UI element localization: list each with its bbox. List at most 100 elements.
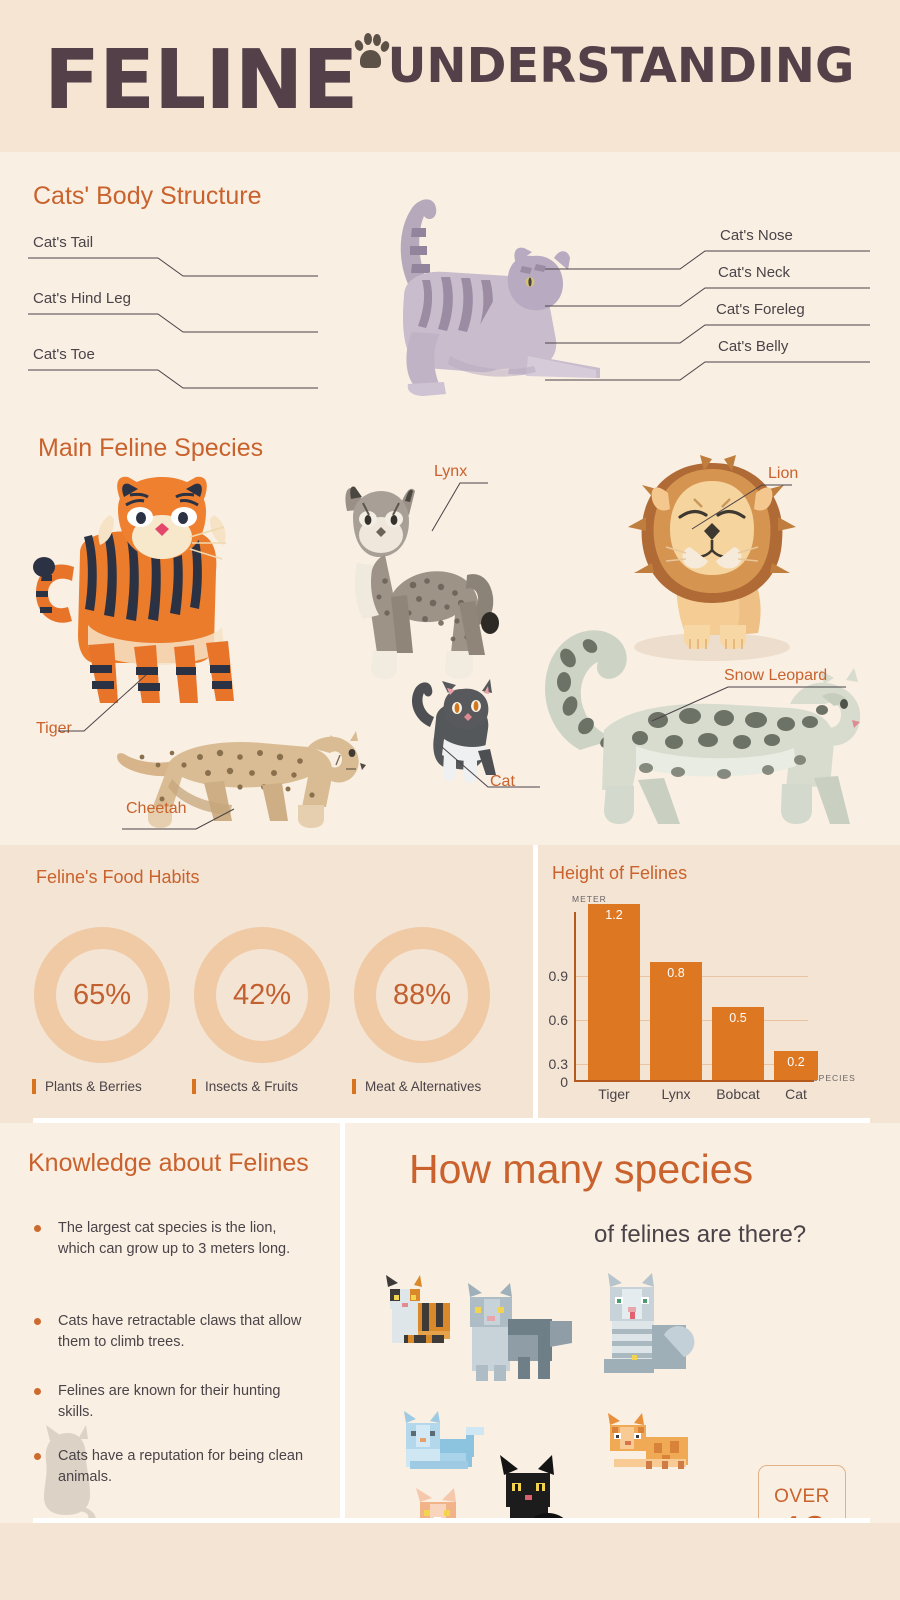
leader-line-tiger bbox=[56, 673, 166, 739]
knowledge-text-1: The largest cat species is the lion, whi… bbox=[58, 1220, 291, 1257]
leader-line-neck bbox=[545, 282, 870, 318]
divider-stats-vertical bbox=[533, 845, 538, 1123]
donut-label-1: Plants & Berries bbox=[45, 1079, 142, 1094]
cat-icon-orange-lying bbox=[608, 1413, 688, 1469]
bullet-dot-icon bbox=[34, 1453, 41, 1460]
donut-legend-1: Plants & Berries bbox=[32, 1079, 172, 1094]
species-section: Main Feline Species bbox=[0, 415, 900, 845]
leader-line-foreleg bbox=[545, 319, 870, 355]
lion-illustration bbox=[628, 455, 796, 661]
bs-label-tail: Cat's Tail bbox=[33, 234, 94, 251]
divider-know-vertical bbox=[340, 1123, 345, 1523]
bs-label-toe: Cat's Toe bbox=[33, 346, 95, 363]
donut-value-1: 65% bbox=[72, 978, 132, 1011]
leader-line-tail bbox=[28, 252, 318, 288]
cat-icon-grey-standing bbox=[468, 1283, 572, 1381]
x-cat-tiger: Tiger bbox=[598, 1086, 630, 1102]
y-axis-line bbox=[574, 912, 576, 1082]
food-habits-heading: Feline's Food Habits bbox=[36, 867, 200, 887]
species-label-snow-leopard: Snow Leopard bbox=[724, 667, 828, 684]
y-tick-03: 0.3 bbox=[548, 1056, 568, 1072]
donut-meat-alternatives: 88% Meat & Alternatives bbox=[352, 925, 492, 1094]
bar-value-lynx: 0.8 bbox=[667, 966, 685, 980]
donut-value-3: 88% bbox=[392, 978, 452, 1011]
how-many-subtitle: of felines are there? bbox=[594, 1221, 807, 1248]
body-structure-section: Cats' Body Structure bbox=[0, 152, 900, 415]
badge-over-label: OVER bbox=[774, 1486, 830, 1508]
divider-stats bbox=[33, 1118, 870, 1123]
cat-icon-calico bbox=[386, 1275, 450, 1343]
donut-chart-2: 42% bbox=[192, 925, 332, 1065]
bs-label-nose: Cat's Nose bbox=[720, 227, 793, 244]
y-tick-06: 0.6 bbox=[548, 1012, 568, 1028]
height-chart-heading: Height of Felines bbox=[552, 863, 688, 883]
knowledge-bullet-3: Felines are known for their hunting skil… bbox=[34, 1381, 308, 1422]
donut-legend-3: Meat & Alternatives bbox=[352, 1079, 492, 1094]
species-label-tiger: Tiger bbox=[36, 720, 72, 737]
x-cat-bobcat: Bobcat bbox=[716, 1086, 760, 1102]
bar-lynx: 0.8 bbox=[650, 962, 702, 1080]
knowledge-section: Knowledge about Felines The largest cat … bbox=[0, 1123, 900, 1600]
bs-label-neck: Cat's Neck bbox=[718, 264, 791, 281]
title-understanding: UNDERSTANDING bbox=[387, 38, 855, 94]
knowledge-bullet-1: The largest cat species is the lion, whi… bbox=[34, 1218, 308, 1259]
footer-band bbox=[0, 1523, 900, 1600]
species-label-cat: Cat bbox=[490, 773, 515, 790]
donut-label-3: Meat & Alternatives bbox=[365, 1079, 482, 1094]
x-cat-lynx: Lynx bbox=[661, 1086, 691, 1102]
leader-line-lynx bbox=[430, 471, 500, 536]
legend-marker-icon bbox=[32, 1079, 36, 1094]
y-tick-0: 0 bbox=[560, 1074, 568, 1090]
tiger-illustration bbox=[33, 476, 234, 703]
body-structure-heading: Cats' Body Structure bbox=[33, 182, 262, 210]
height-bar-chart: METER SPECIES 0.9 0.6 0.3 0 1.2 0.8 0.5 … bbox=[540, 890, 880, 1115]
bullet-dot-icon bbox=[34, 1225, 41, 1232]
bs-label-hind-leg: Cat's Hind Leg bbox=[33, 290, 131, 307]
knowledge-text-3: Felines are known for their hunting skil… bbox=[58, 1383, 281, 1420]
y-tick-09: 0.9 bbox=[548, 968, 568, 984]
donut-plants-berries: 65% Plants & Berries bbox=[32, 925, 172, 1094]
leader-line-toe bbox=[28, 364, 318, 400]
paw-print-icon bbox=[353, 30, 392, 74]
donut-chart-1: 65% bbox=[32, 925, 172, 1065]
species-heading: Main Feline Species bbox=[38, 434, 264, 462]
how-many-title: How many species bbox=[409, 1146, 754, 1192]
snow-leopard-illustration bbox=[544, 630, 861, 824]
knowledge-bullet-4: Cats have a reputation for being clean a… bbox=[34, 1446, 308, 1487]
legend-marker-icon bbox=[352, 1079, 356, 1094]
bullet-dot-icon bbox=[34, 1388, 41, 1395]
bs-label-belly: Cat's Belly bbox=[718, 338, 789, 355]
leader-line-hind-leg bbox=[28, 308, 318, 344]
leader-line-nose bbox=[545, 245, 870, 281]
x-axis-line bbox=[574, 1080, 814, 1082]
header-band: FELINE UNDERSTANDING bbox=[0, 0, 900, 152]
cat-icon-blue-lying bbox=[404, 1411, 484, 1469]
leader-line-cheetah bbox=[120, 807, 280, 843]
bar-value-bobcat: 0.5 bbox=[729, 1011, 747, 1025]
bar-tiger: 1.2 bbox=[588, 904, 640, 1080]
bs-label-foreleg: Cat's Foreleg bbox=[716, 301, 805, 318]
bullet-dot-icon bbox=[34, 1318, 41, 1325]
species-label-lynx: Lynx bbox=[434, 463, 468, 480]
x-cat-cat: Cat bbox=[785, 1086, 807, 1102]
leader-line-belly bbox=[545, 356, 870, 392]
knowledge-heading: Knowledge about Felines bbox=[28, 1149, 309, 1177]
title-feline: FELINE bbox=[44, 33, 358, 129]
donut-insects-fruits: 42% Insects & Fruits bbox=[192, 925, 332, 1094]
bar-bobcat: 0.5 bbox=[712, 1007, 764, 1080]
divider-knowledge bbox=[33, 1518, 870, 1523]
bar-value-tiger: 1.2 bbox=[605, 908, 623, 922]
cheetah-illustration bbox=[117, 731, 366, 828]
knowledge-text-4: Cats have a reputation for being clean a… bbox=[58, 1448, 304, 1485]
cat-silhouette-watermark bbox=[44, 1425, 96, 1521]
knowledge-bullet-2: Cats have retractable claws that allow t… bbox=[34, 1311, 308, 1352]
knowledge-text-2: Cats have retractable claws that allow t… bbox=[58, 1313, 302, 1350]
cat-icon-silver-tabby bbox=[604, 1273, 695, 1373]
donut-label-2: Insects & Fruits bbox=[205, 1079, 299, 1094]
legend-marker-icon bbox=[192, 1079, 196, 1094]
bar-value-cat: 0.2 bbox=[787, 1055, 805, 1069]
lynx-illustration bbox=[345, 486, 499, 679]
y-axis-label: METER bbox=[572, 894, 607, 904]
leader-line-lion bbox=[690, 473, 800, 533]
